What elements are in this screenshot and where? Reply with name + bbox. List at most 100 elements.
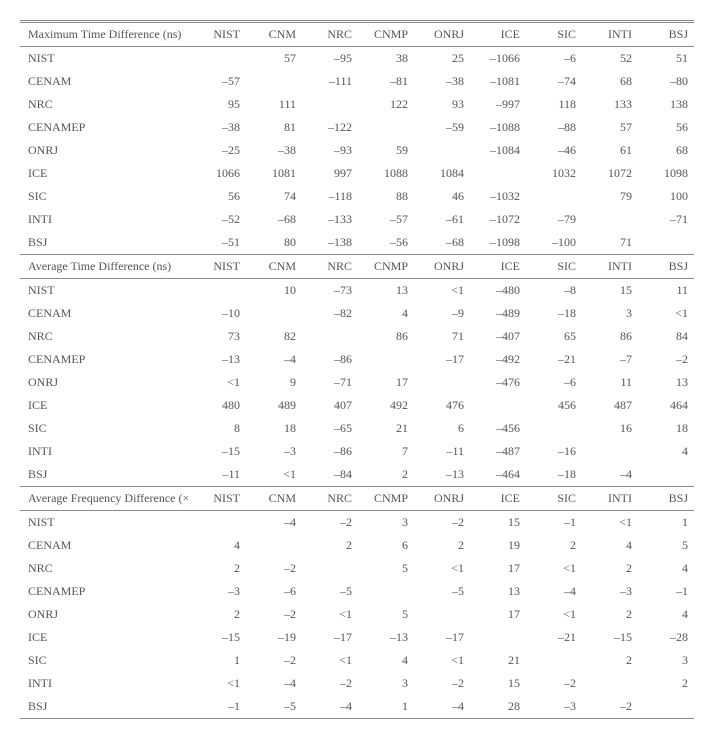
- data-cell: –13: [358, 626, 414, 649]
- data-cell: –95: [302, 47, 358, 71]
- data-cell: 93: [414, 93, 470, 116]
- data-cell: 133: [582, 93, 638, 116]
- data-cell: 13: [470, 580, 526, 603]
- data-cell: 3: [582, 302, 638, 325]
- column-header: ONRJ: [414, 487, 470, 511]
- data-cell: <1: [414, 279, 470, 303]
- table-row: NIST57–953825–1066–65251: [20, 47, 694, 71]
- data-cell: 4: [638, 440, 694, 463]
- data-cell: 73: [190, 325, 246, 348]
- data-cell: <1: [414, 649, 470, 672]
- data-cell: 492: [358, 394, 414, 417]
- data-cell: 4: [582, 534, 638, 557]
- data-cell: [190, 279, 246, 303]
- table-row: NRC73828671–407658684: [20, 325, 694, 348]
- data-cell: –2: [246, 649, 302, 672]
- data-cell: 4: [358, 302, 414, 325]
- data-cell: –492: [470, 348, 526, 371]
- data-cell: 5: [638, 534, 694, 557]
- data-cell: 86: [582, 325, 638, 348]
- table-row: ONRJ–25–38–9359–1084–466168: [20, 139, 694, 162]
- table-row: INTI–15–3–867–11–487–164: [20, 440, 694, 463]
- data-cell: 2: [190, 603, 246, 626]
- data-cell: 80: [246, 231, 302, 255]
- data-cell: –79: [526, 208, 582, 231]
- data-cell: –1084: [470, 139, 526, 162]
- table-row: ONRJ<19–7117–476–61113: [20, 371, 694, 394]
- column-header: NIST: [190, 487, 246, 511]
- data-cell: [470, 394, 526, 417]
- data-cell: 2: [638, 672, 694, 695]
- column-header: SIC: [526, 22, 582, 47]
- data-cell: –68: [414, 231, 470, 255]
- data-cell: 59: [358, 139, 414, 162]
- data-cell: –16: [526, 440, 582, 463]
- data-cell: [582, 672, 638, 695]
- data-cell: 56: [638, 116, 694, 139]
- section-title: Average Frequency Difference (× 10⁻¹⁵): [20, 487, 190, 511]
- data-cell: 2: [526, 534, 582, 557]
- data-cell: –7: [582, 348, 638, 371]
- data-cell: –18: [526, 302, 582, 325]
- data-cell: 18: [638, 417, 694, 440]
- table-row: SIC818–65216–4561618: [20, 417, 694, 440]
- data-cell: 118: [526, 93, 582, 116]
- row-label: CENAM: [20, 302, 190, 325]
- data-cell: 122: [358, 93, 414, 116]
- data-cell: 480: [190, 394, 246, 417]
- data-cell: [582, 440, 638, 463]
- data-cell: –2: [638, 348, 694, 371]
- data-cell: 1084: [414, 162, 470, 185]
- data-cell: [638, 695, 694, 719]
- data-cell: 489: [246, 394, 302, 417]
- data-cell: [246, 534, 302, 557]
- row-label: SIC: [20, 649, 190, 672]
- data-cell: –2: [246, 603, 302, 626]
- data-cell: –4: [246, 511, 302, 535]
- column-header: BSJ: [638, 22, 694, 47]
- data-cell: 95: [190, 93, 246, 116]
- data-cell: [470, 162, 526, 185]
- table-row: NIST10–7313<1–480–81511: [20, 279, 694, 303]
- data-cell: 4: [638, 603, 694, 626]
- data-cell: 28: [470, 695, 526, 719]
- data-cell: 2: [358, 463, 414, 487]
- data-cell: –21: [526, 348, 582, 371]
- column-header: NRC: [302, 22, 358, 47]
- data-cell: 51: [638, 47, 694, 71]
- data-cell: –480: [470, 279, 526, 303]
- data-cell: –1081: [470, 70, 526, 93]
- data-cell: 1088: [358, 162, 414, 185]
- row-label: SIC: [20, 185, 190, 208]
- data-cell: –476: [470, 371, 526, 394]
- column-header: CNM: [246, 255, 302, 279]
- data-cell: –21: [526, 626, 582, 649]
- column-header: NIST: [190, 255, 246, 279]
- data-cell: 79: [582, 185, 638, 208]
- data-cell: –5: [302, 580, 358, 603]
- data-cell: 21: [358, 417, 414, 440]
- column-header: CNMP: [358, 22, 414, 47]
- table-row: BSJ–1–5–41–428–3–2: [20, 695, 694, 719]
- row-label: ICE: [20, 162, 190, 185]
- data-cell: –17: [414, 626, 470, 649]
- table-row: INTI–52–68–133–57–61–1072–79–71: [20, 208, 694, 231]
- table-row: ICE–15–19–17–13–17–21–15–28: [20, 626, 694, 649]
- data-cell: 57: [582, 116, 638, 139]
- data-cell: [246, 302, 302, 325]
- data-cell: 10: [246, 279, 302, 303]
- column-header: INTI: [582, 487, 638, 511]
- data-cell: <1: [582, 511, 638, 535]
- data-cell: [526, 649, 582, 672]
- data-cell: 4: [190, 534, 246, 557]
- section-title: Average Time Difference (ns): [20, 255, 190, 279]
- data-cell: –81: [358, 70, 414, 93]
- table-row: ONRJ2–2<1517<124: [20, 603, 694, 626]
- data-cell: 68: [582, 70, 638, 93]
- data-cell: 6: [358, 534, 414, 557]
- data-cell: 15: [582, 279, 638, 303]
- row-label: ONRJ: [20, 139, 190, 162]
- data-cell: –5: [414, 580, 470, 603]
- data-cell: –13: [190, 348, 246, 371]
- data-cell: –118: [302, 185, 358, 208]
